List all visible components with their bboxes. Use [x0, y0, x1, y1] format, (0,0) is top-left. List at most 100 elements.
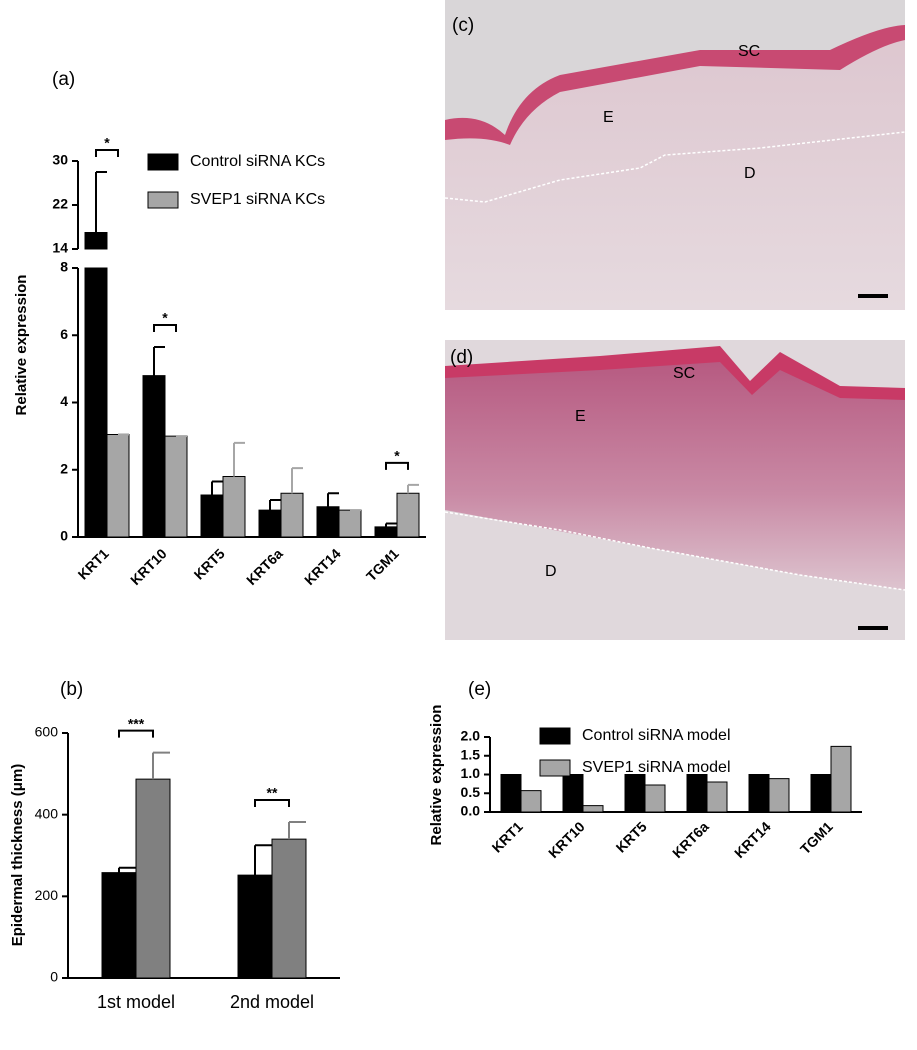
y-axis-label: Relative expression [428, 705, 445, 846]
region-label: D [744, 165, 756, 182]
legend-swatch [147, 191, 179, 209]
bar [338, 509, 362, 538]
y-tick-label: 22 [52, 196, 68, 212]
x-tick-label: KRT5 [191, 545, 228, 582]
micrograph-c: (c) SC E D [444, 0, 906, 310]
x-tick-label: KRT1 [489, 818, 526, 855]
legend-label: SVEP1 siRNA KCs [190, 191, 325, 208]
significance-bracket [118, 729, 154, 738]
bar [237, 874, 273, 979]
error-bar [95, 171, 107, 233]
chart-title: (e) [468, 679, 491, 700]
bar [106, 433, 130, 538]
y-tick-label: 1.5 [461, 746, 481, 762]
y-tick-label: 14 [52, 240, 68, 256]
bar [748, 774, 770, 813]
error-bar [288, 821, 306, 840]
x-tick-label: KRT1 [75, 545, 112, 582]
x-tick-label: KRT10 [545, 818, 588, 861]
bar [396, 492, 420, 538]
junction-line [444, 511, 906, 591]
bar [830, 745, 852, 813]
y-tick-label: 400 [35, 805, 59, 821]
legend-swatch [539, 759, 571, 777]
y-tick-label: 1.0 [461, 765, 481, 781]
stratum-corneum [445, 346, 905, 400]
error-bar [385, 522, 397, 527]
y-tick-label: 0 [50, 969, 58, 985]
significance-bracket [385, 461, 409, 470]
bar [84, 232, 108, 538]
y-axis-label: Relative expression [13, 275, 30, 416]
bar [686, 774, 708, 813]
x-tick-label: KRT14 [301, 545, 344, 588]
y-axis-label: Epidermal thickness (μm) [9, 764, 26, 947]
y-tick-label: 2.0 [461, 728, 481, 744]
x-tick-label: TGM1 [797, 818, 836, 857]
significance-bracket [153, 324, 177, 333]
legend-swatch [539, 727, 571, 745]
error-bar [407, 483, 419, 494]
region-label: E [575, 408, 586, 425]
y-tick-label: 200 [35, 887, 59, 903]
legend-label: Control siRNA KCs [190, 153, 325, 170]
y-tick-label: 0.0 [461, 803, 481, 819]
bar [500, 774, 522, 813]
error-bar [118, 866, 136, 873]
bar [810, 774, 832, 813]
tissue [445, 28, 905, 310]
significance-label: * [162, 310, 168, 326]
y-tick-label: 8 [60, 259, 68, 275]
legend-label: SVEP1 siRNA model [582, 759, 731, 776]
bar [101, 872, 137, 979]
bar [142, 375, 166, 538]
error-bar [327, 492, 339, 507]
bar [222, 475, 246, 538]
x-tick-label: TGM1 [363, 545, 402, 584]
bar [258, 509, 282, 538]
junction-line [444, 131, 906, 203]
bar [280, 492, 304, 538]
bar [624, 774, 646, 813]
bar [316, 506, 340, 538]
bar [644, 784, 666, 813]
panel-label: (d) [450, 347, 473, 368]
x-tick-label: 2nd model [230, 992, 314, 1012]
significance-bracket [254, 799, 290, 808]
significance-label: *** [128, 715, 145, 731]
bar [374, 526, 398, 538]
bar [164, 435, 188, 538]
significance-bracket [95, 149, 119, 157]
y-tick-label: 0.5 [461, 784, 481, 800]
significance-label: * [104, 135, 110, 151]
bar [135, 778, 171, 979]
error-bar [211, 480, 223, 495]
y-tick-label: 2 [60, 460, 68, 476]
bar [520, 790, 542, 813]
region-label: SC [738, 43, 760, 60]
error-bar [233, 441, 245, 477]
chart-title: (b) [60, 679, 83, 700]
x-tick-label: KRT5 [613, 818, 650, 855]
error-bar [153, 346, 165, 376]
x-tick-label: KRT6a [669, 818, 712, 861]
bar [200, 494, 224, 538]
error-bar [254, 844, 272, 876]
region-label: SC [673, 365, 695, 382]
significance-label: * [394, 448, 400, 464]
stratum-corneum [445, 25, 905, 145]
panel-label: (c) [452, 15, 474, 36]
region-label: E [603, 109, 614, 126]
legend-swatch [147, 153, 179, 171]
y-tick-label: 600 [35, 724, 59, 740]
error-bar [291, 467, 303, 494]
bar [562, 774, 584, 813]
y-tick-label: 6 [60, 326, 68, 342]
y-tick-label: 0 [60, 528, 68, 544]
error-bar [269, 499, 281, 511]
x-tick-label: KRT14 [731, 818, 774, 861]
y-tick-label: 30 [52, 152, 68, 168]
bar [706, 781, 728, 813]
bar [768, 778, 790, 813]
